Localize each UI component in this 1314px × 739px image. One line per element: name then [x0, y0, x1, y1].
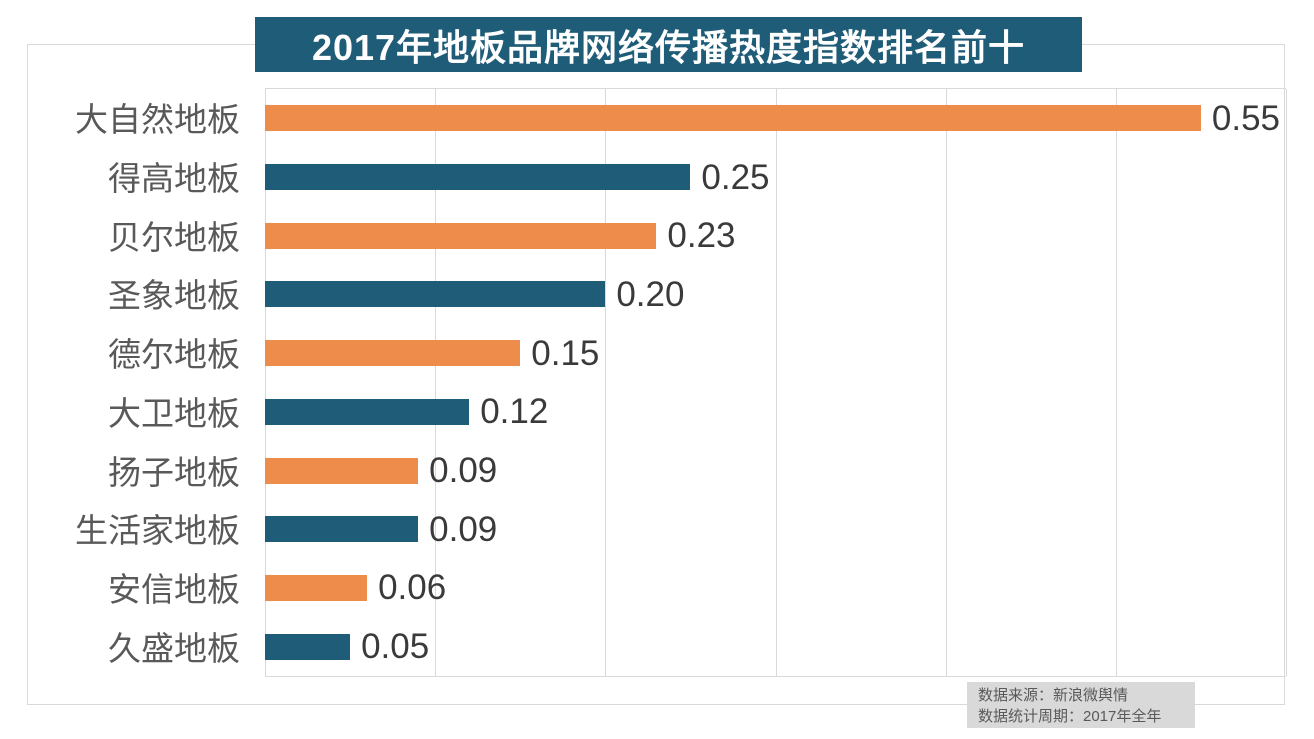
gridline: [1286, 89, 1287, 676]
bar-row: 0.12: [265, 383, 1286, 442]
bar-row: 0.05: [265, 617, 1286, 676]
value-label: 0.15: [531, 333, 600, 373]
category-label: 扬子地板: [108, 453, 240, 491]
bar: [265, 105, 1201, 132]
category-label: 圣象地板: [108, 277, 240, 315]
value-label: 0.12: [480, 392, 549, 432]
value-label: 0.06: [378, 568, 447, 608]
source-line: 数据来源：新浪微舆情: [978, 687, 1129, 704]
bar: [265, 516, 419, 543]
bar-row: 0.25: [265, 148, 1286, 207]
bar: [265, 574, 368, 601]
category-label: 生活家地板: [75, 512, 240, 550]
source-note: 数据来源：新浪微舆情 数据统计周期：2017年全年: [967, 682, 1195, 728]
value-label: 0.25: [701, 157, 770, 197]
value-label: 0.09: [429, 509, 498, 549]
category-labels: 大自然地板得高地板贝尔地板圣象地板德尔地板大卫地板扬子地板生活家地板安信地板久盛…: [27, 88, 240, 675]
bar-row: 0.06: [265, 559, 1286, 618]
category-label: 德尔地板: [108, 336, 240, 374]
bar: [265, 457, 419, 484]
bar-row: 0.23: [265, 206, 1286, 265]
bar-row: 0.09: [265, 441, 1286, 500]
bar-row: 0.20: [265, 265, 1286, 324]
bar-row: 0.15: [265, 324, 1286, 383]
source-line: 数据统计周期：2017年全年: [978, 708, 1162, 725]
category-label: 大卫地板: [108, 394, 240, 432]
value-label: 0.55: [1211, 98, 1281, 138]
bar: [265, 164, 691, 191]
bar-row: 0.55: [265, 89, 1286, 148]
category-label: 久盛地板: [108, 629, 240, 667]
gridline: [435, 89, 437, 676]
gridline: [1115, 89, 1117, 676]
bar: [265, 340, 521, 367]
category-label: 安信地板: [108, 570, 240, 608]
value-label: 0.05: [361, 627, 430, 667]
value-label: 0.23: [667, 216, 736, 256]
bar: [265, 222, 657, 249]
gridline: [775, 89, 777, 676]
chart-title: 2017年地板品牌网络传播热度指数排名前十: [255, 17, 1082, 72]
gridline: [265, 89, 266, 676]
bar: [265, 281, 606, 308]
value-label: 0.20: [616, 274, 685, 314]
bars-container: 0.55 0.25 0.23 0.20 0.15 0.12 0.09 0.09 0.06 0.05: [265, 89, 1286, 676]
gridline: [605, 89, 607, 676]
bar: [265, 633, 351, 660]
bar-row: 0.09: [265, 500, 1286, 559]
plot-area: 0.55 0.25 0.23 0.20 0.15 0.12 0.09 0.09 0.06 0.05: [265, 88, 1287, 677]
bar: [265, 398, 470, 425]
gridline: [945, 89, 947, 676]
value-label: 0.09: [429, 451, 498, 491]
category-label: 得高地板: [108, 160, 240, 198]
category-label: 贝尔地板: [108, 218, 240, 256]
category-label: 大自然地板: [75, 101, 240, 139]
